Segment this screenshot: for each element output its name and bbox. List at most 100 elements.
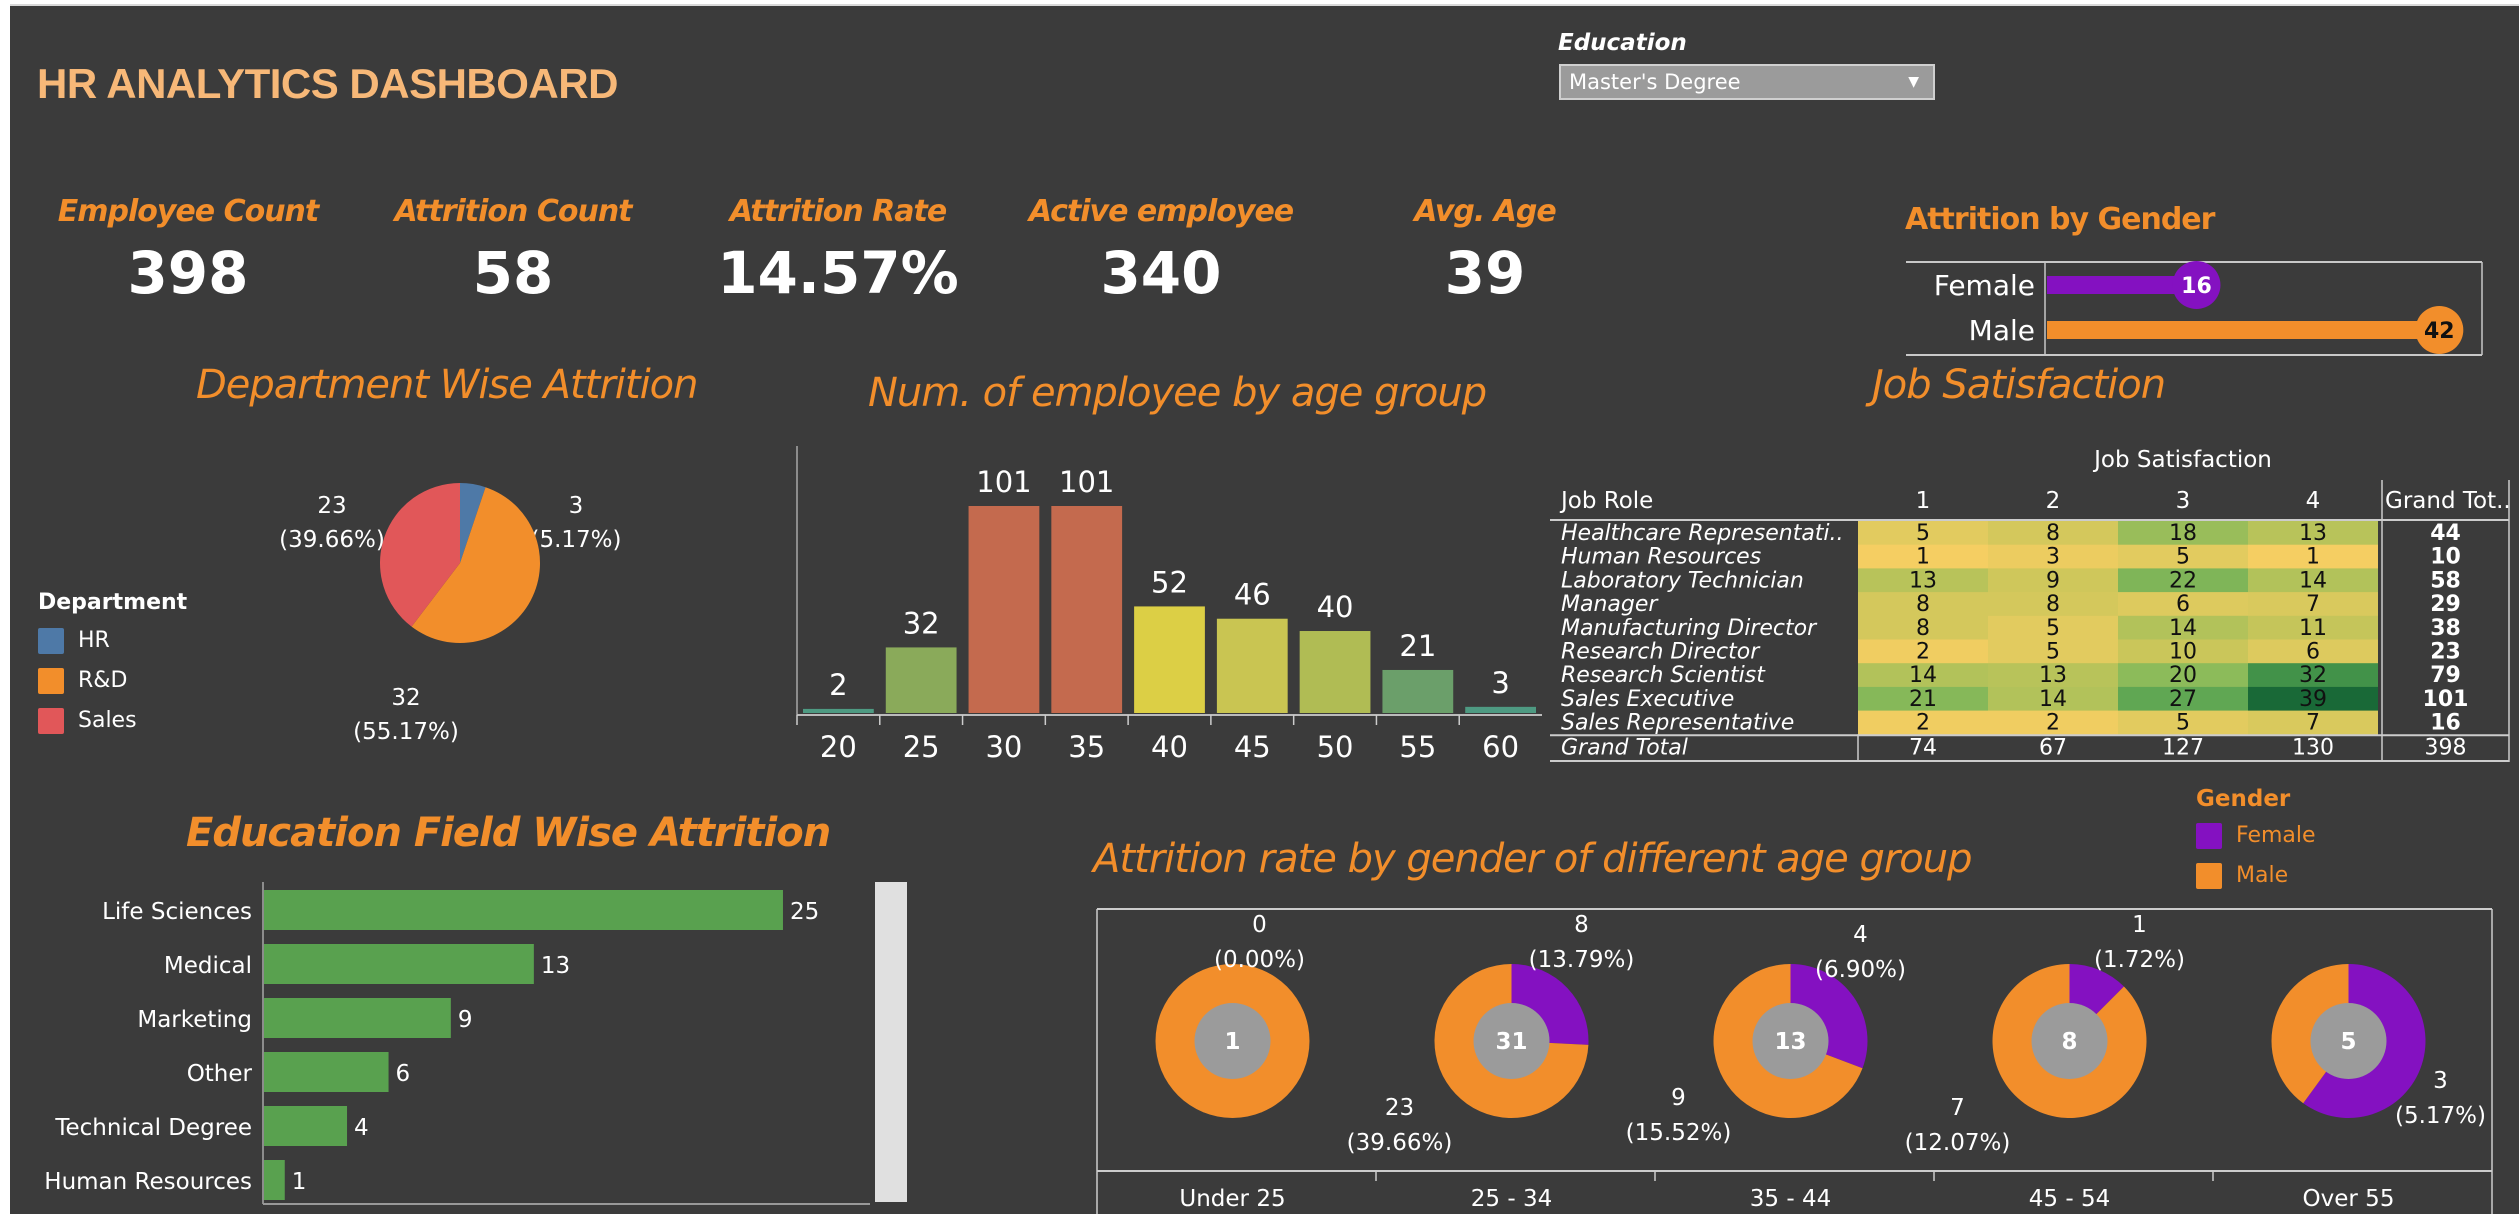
heat-cell xyxy=(2248,686,2378,712)
grand-total-value: 74 xyxy=(1909,735,1937,760)
heat-cell xyxy=(2248,639,2378,664)
department-legend: Department HR R&D Sales xyxy=(38,590,187,741)
legend-item-male[interactable]: Male xyxy=(2196,856,2316,896)
edu-bar xyxy=(264,1106,348,1146)
cell-value: 1 xyxy=(1916,545,1930,570)
heat-cell xyxy=(1858,686,1988,712)
y-tick-label: Other xyxy=(187,1061,253,1087)
y-tick-label: Marketing xyxy=(137,1007,252,1033)
slice-label-value: 32 xyxy=(391,685,420,711)
x-tick-label: 25 xyxy=(903,730,940,764)
cell-value: 13 xyxy=(1909,568,1937,593)
cell-value: 13 xyxy=(2039,663,2067,688)
data-label: 16 xyxy=(2181,274,2212,299)
heat-cell xyxy=(1858,710,1988,735)
row-label: Sales Representative xyxy=(1561,711,1794,736)
row-label: Laboratory Technician xyxy=(1561,568,1804,593)
legend-item-female[interactable]: Female xyxy=(2196,816,2316,856)
heat-cell xyxy=(1988,544,2118,569)
column-header: 2 xyxy=(2046,488,2061,514)
donut-center-label: 13 xyxy=(1774,1029,1806,1055)
column-header: 3 xyxy=(2176,488,2191,514)
cell-value: 14 xyxy=(1909,663,1937,688)
donut-center-label: 5 xyxy=(2340,1029,2356,1055)
heat-cell xyxy=(1858,615,1988,640)
grand-total-value: 130 xyxy=(2292,735,2334,760)
donut-center xyxy=(1473,1003,1550,1079)
donut-center xyxy=(1194,1003,1271,1079)
legend-item-hr[interactable]: HR xyxy=(38,621,187,661)
cell-value: 2 xyxy=(1916,711,1930,736)
column-header: 1 xyxy=(1916,488,1931,514)
row-label: Human Resources xyxy=(1561,545,1761,570)
row-label: Research Director xyxy=(1561,640,1761,665)
edu-bar xyxy=(264,890,783,930)
cell-value: 11 xyxy=(2299,616,2327,641)
chart-scrollbar[interactable] xyxy=(875,882,907,1202)
heat-cell xyxy=(1988,663,2118,688)
grand-total-value: 127 xyxy=(2162,735,2204,760)
cell-value: 32 xyxy=(2299,663,2327,688)
legend-title: Department xyxy=(38,590,188,615)
heat-cell xyxy=(2118,592,2248,617)
kpi-label: Active employee xyxy=(1028,194,1294,229)
cell-value: 10 xyxy=(2169,640,2197,665)
slice-label-value: 23 xyxy=(317,493,346,519)
pie-slice-sales xyxy=(380,483,460,627)
edu-bar xyxy=(264,998,451,1038)
cell-value: 18 xyxy=(2169,521,2197,546)
kpi-value: 398 xyxy=(127,239,249,307)
gender-bar-end xyxy=(2172,261,2221,309)
heat-cell xyxy=(1988,686,2118,712)
column-header: 4 xyxy=(2306,488,2321,514)
kpi-attrition-rate: Attrition Rate 14.57% xyxy=(678,194,998,307)
cell-value: 6 xyxy=(2306,640,2320,665)
age-bar xyxy=(803,708,874,713)
cell-value: 8 xyxy=(1916,592,1930,617)
heat-cell xyxy=(2248,568,2378,593)
pie-slice-rd xyxy=(411,487,541,643)
heat-cell xyxy=(1988,568,2118,593)
age-group-chart: 2 20 32 25 101 30 101 35 52 40 46 45 40 50 21 55 3 60 xyxy=(796,446,1542,764)
data-label: 9 xyxy=(458,1007,473,1033)
heat-cell xyxy=(2118,521,2248,546)
chevron-down-icon[interactable]: ▼ xyxy=(1908,74,1919,90)
age-group-title: Num. of employee by age group xyxy=(868,370,1487,416)
cell-value: 13 xyxy=(2299,521,2327,546)
donut-slice-male xyxy=(2271,964,2349,1104)
bar-label: Female xyxy=(1934,269,2035,302)
legend-swatch xyxy=(2196,823,2222,849)
education-filter-dropdown[interactable]: Master's Degree ▼ xyxy=(1559,64,1935,100)
kpi-value: 39 xyxy=(1444,239,1526,307)
row-total: 23 xyxy=(2430,640,2461,665)
data-label: 2 xyxy=(829,668,847,702)
data-label: 52 xyxy=(1151,565,1188,599)
legend-item-sales[interactable]: Sales xyxy=(38,701,187,741)
legend-label: Sales xyxy=(78,708,137,733)
data-label: 32 xyxy=(903,606,940,640)
legend-item-rd[interactable]: R&D xyxy=(38,661,187,701)
kpi-value: 14.57% xyxy=(717,239,959,307)
row-total: 44 xyxy=(2430,521,2461,546)
data-label: 101 xyxy=(976,465,1031,499)
female-label-percent: (0.00%) xyxy=(1214,947,1305,973)
kpi-avg-age: Avg. Age 39 xyxy=(1325,194,1645,307)
heat-cell xyxy=(1858,568,1988,593)
dashboard-title: HR ANALYTICS DASHBOARD xyxy=(37,60,618,107)
cell-value: 22 xyxy=(2169,568,2197,593)
heat-cell xyxy=(2118,544,2248,569)
row-label: Healthcare Representati.. xyxy=(1561,521,1844,546)
donut-center-label: 31 xyxy=(1495,1029,1527,1055)
heat-cell xyxy=(2118,615,2248,640)
row-total: 38 xyxy=(2430,616,2461,641)
row-label: Sales Executive xyxy=(1561,687,1734,712)
data-label: 13 xyxy=(541,953,570,979)
kpi-attrition-count: Attrition Count 58 xyxy=(353,194,673,307)
grand-total-overall: 398 xyxy=(2425,735,2467,760)
x-tick-label: Over 55 xyxy=(2303,1186,2395,1212)
female-label-value: 1 xyxy=(2132,912,2147,938)
y-tick-label: Life Sciences xyxy=(102,899,252,925)
grand-total-value: 67 xyxy=(2039,735,2067,760)
male-label-value: 7 xyxy=(1950,1095,1965,1121)
x-tick-label: 50 xyxy=(1317,730,1354,764)
